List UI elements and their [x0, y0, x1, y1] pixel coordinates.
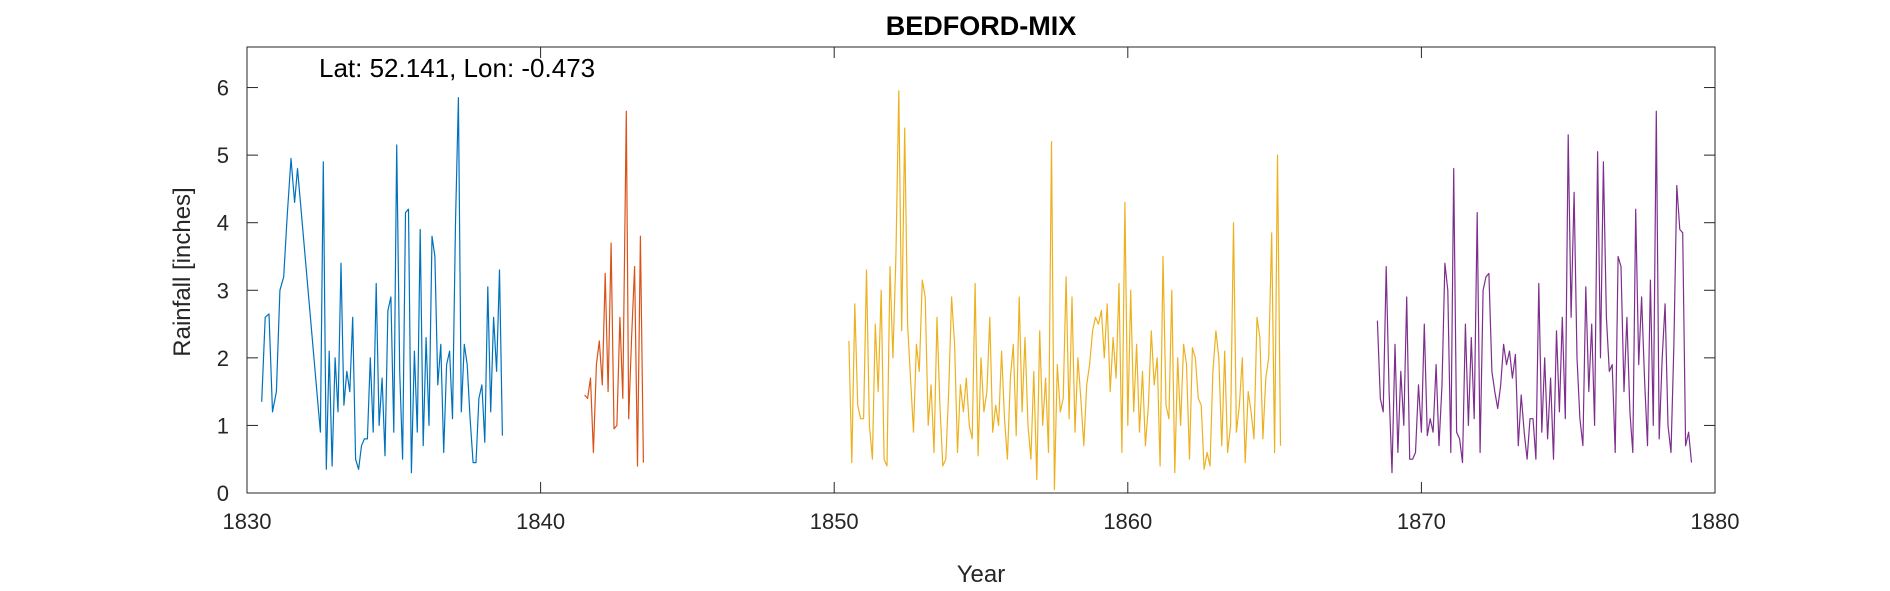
x-tick-label: 1860: [1103, 509, 1152, 534]
x-tick-label: 1870: [1397, 509, 1446, 534]
y-axis-label: Rainfall [inches]: [169, 187, 196, 356]
y-tick-label: 0: [217, 481, 229, 506]
series-line-3: [848, 90, 1282, 491]
chart-title: BEDFORD-MIX: [886, 11, 1077, 41]
y-tick-label: 2: [217, 346, 229, 371]
plot-frame: [246, 46, 1716, 494]
series-line-2: [584, 110, 644, 467]
y-tick-label: 6: [217, 76, 229, 101]
y-tick-label: 1: [217, 413, 229, 438]
x-tick-label: 1880: [1691, 509, 1740, 534]
x-tick-label: 1840: [516, 509, 565, 534]
x-tick-label: 1850: [810, 509, 859, 534]
y-tick-label: 3: [217, 278, 229, 303]
series-line-1: [261, 97, 503, 474]
x-tick-label: 1830: [223, 509, 272, 534]
y-tick-label: 5: [217, 143, 229, 168]
y-tick-label: 4: [217, 211, 229, 236]
location-annotation: Lat: 52.141, Lon: -0.473: [319, 53, 595, 83]
x-axis-label: Year: [957, 561, 1006, 588]
series-line-4: [1376, 110, 1693, 474]
